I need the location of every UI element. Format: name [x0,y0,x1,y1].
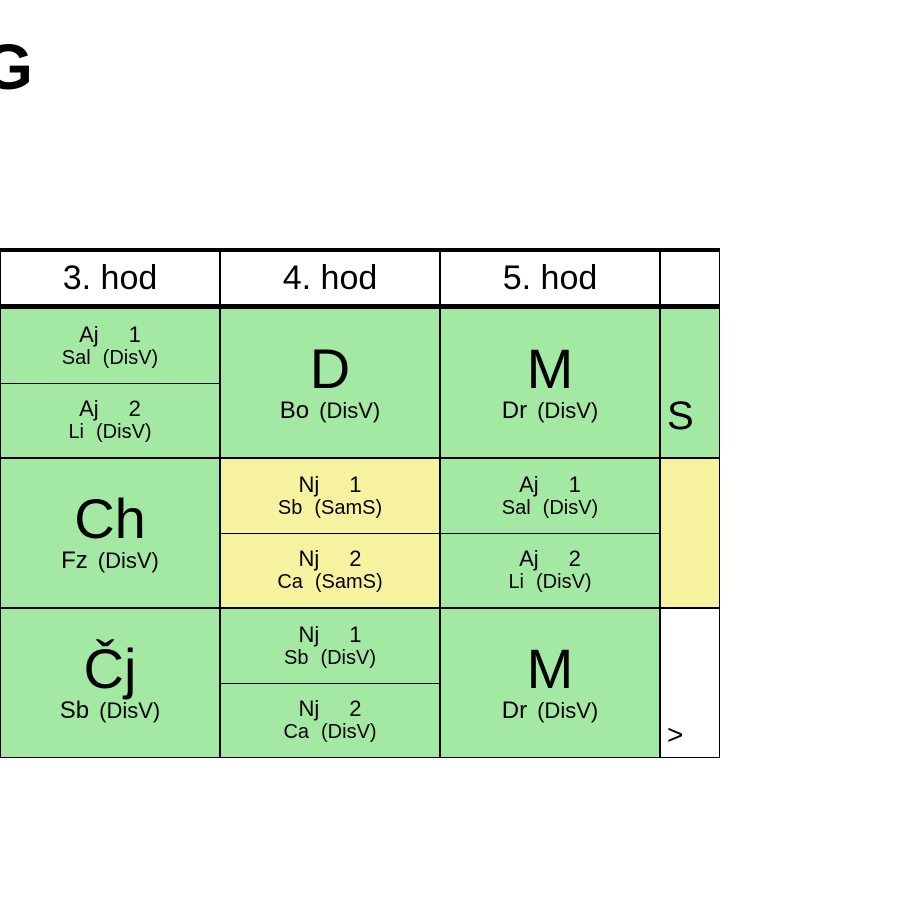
lesson-cell-split: Aj1 Sal(DisV) Aj2 Li(DisV) [440,458,660,608]
table-row: no Aj1 Sal(DisV) Aj2 Li(DisV) D Bo(DisV)… [0,308,720,458]
lesson-cell-partial [660,458,720,608]
header-row: d 3. hod 4. hod 5. hod [0,252,720,308]
table-row: sV) Ch Fz(DisV) Nj1 Sb(SamS) Nj2 Ca(SamS… [0,458,720,608]
header-col-4: 4. hod [220,252,440,308]
header-col-partial-right [660,252,720,308]
lesson-subcell: Nj1 Sb(SamS) [221,459,439,534]
lesson-cell: M Dr(DisV) [440,608,660,758]
lesson-cell: M Dr(DisV) [440,308,660,458]
lesson-subcell: Aj2 Li(DisV) [441,534,659,608]
lesson-subcell: Nj1 Sb(DisV) [221,609,439,684]
lesson-subcell: Aj1 Sal(DisV) [441,459,659,534]
lesson-subcell: Nj2 Ca(SamS) [221,534,439,608]
lesson-cell: Čj Sb(DisV) [0,608,220,758]
table-row: 1 amS) 2 amS) Čj Sb(DisV) Nj1 Sb(DisV) N… [0,608,720,758]
lesson-cell-split: Aj1 Sal(DisV) Aj2 Li(DisV) [0,308,220,458]
header-col-5: 5. hod [440,252,660,308]
lesson-cell-partial: > [660,608,720,758]
lesson-cell-partial: S [660,308,720,458]
lesson-cell-split: Nj1 Sb(DisV) Nj2 Ca(DisV) [220,608,440,758]
page-title: - K.G [0,30,33,104]
lesson-subcell: Aj2 Li(DisV) [1,384,219,458]
lesson-subcell: Nj2 Ca(DisV) [221,684,439,758]
lesson-subcell: Aj1 Sal(DisV) [1,309,219,384]
header-col-3: 3. hod [0,252,220,308]
timetable-grid: d 3. hod 4. hod 5. hod no Aj1 Sal(DisV) … [0,248,720,758]
lesson-cell: Ch Fz(DisV) [0,458,220,608]
lesson-cell: D Bo(DisV) [220,308,440,458]
lesson-cell-split: Nj1 Sb(SamS) Nj2 Ca(SamS) [220,458,440,608]
